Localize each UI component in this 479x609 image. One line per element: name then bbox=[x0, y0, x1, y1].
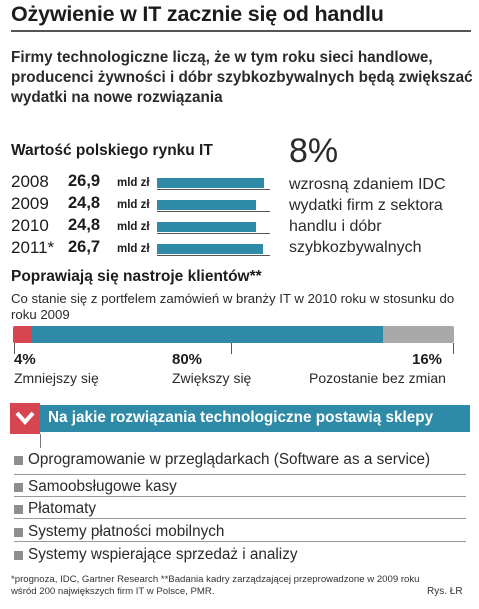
square-bullet-icon bbox=[14, 482, 23, 492]
list-item: Płatomaty bbox=[14, 500, 96, 518]
market-value: 24,8 bbox=[68, 194, 101, 212]
market-bar-track bbox=[157, 233, 270, 234]
market-bar bbox=[157, 178, 264, 188]
idc-percent: 8% bbox=[289, 132, 339, 170]
stack-segment-increase bbox=[30, 326, 384, 343]
list-divider bbox=[14, 496, 466, 497]
market-value: 26,9 bbox=[68, 172, 101, 190]
idc-note-line: handlu i dóbr bbox=[289, 218, 382, 235]
tick-unchanged bbox=[453, 343, 454, 354]
list-divider bbox=[14, 541, 466, 542]
market-value: 24,8 bbox=[68, 216, 101, 234]
market-bar bbox=[157, 200, 256, 210]
year-label: 2008 bbox=[11, 172, 49, 191]
headline-rule bbox=[11, 30, 471, 32]
market-bar-track bbox=[157, 189, 270, 190]
headline: Ożywienie w IT zacznie się od handlu bbox=[11, 2, 384, 26]
list-item-label: Płatomaty bbox=[28, 500, 97, 517]
market-bar bbox=[157, 244, 264, 254]
caption-increase: Zwiększy się bbox=[172, 370, 252, 386]
list-item-label: Samoobsługowe kasy bbox=[28, 478, 177, 495]
list-item: Systemy wspierające sprzedaż i analizy bbox=[14, 546, 298, 564]
footnote: *prognoza, IDC, Gartner Research **Badan… bbox=[11, 574, 420, 597]
banner-connector bbox=[40, 434, 41, 448]
sentiment-stacked-bar bbox=[13, 326, 454, 343]
pct-increase: 80% bbox=[172, 351, 203, 368]
list-item-label: Systemy płatności mobilnych bbox=[28, 523, 225, 540]
market-unit: mld zł bbox=[117, 177, 150, 189]
list-item: Oprogramowanie w przeglądarkach (Softwar… bbox=[14, 451, 430, 469]
chevron-down-icon bbox=[15, 411, 35, 426]
square-bullet-icon bbox=[14, 527, 23, 537]
list-item: Systemy płatności mobilnych bbox=[14, 523, 224, 541]
square-bullet-icon bbox=[14, 550, 23, 560]
market-bar-track bbox=[157, 255, 270, 256]
stack-segment-decrease bbox=[13, 326, 31, 343]
caption-decrease: Zmniejszy się bbox=[14, 370, 99, 386]
year-label: 2010 bbox=[11, 216, 49, 235]
caption-unchanged: Pozostanie bez zmian bbox=[309, 370, 446, 386]
market-value: 26,7 bbox=[68, 238, 101, 256]
subtitle: Firmy technologiczne liczą, że w tym rok… bbox=[11, 49, 473, 106]
list-divider bbox=[14, 474, 466, 475]
list-item: Samoobsługowe kasy bbox=[14, 478, 177, 496]
list-item-label: Systemy wspierające sprzedaż i analizy bbox=[28, 546, 298, 563]
square-bullet-icon bbox=[14, 504, 23, 514]
solutions-banner bbox=[10, 405, 470, 432]
idc-note-line: wydatki firm z sektora bbox=[289, 197, 443, 214]
market-unit: mld zł bbox=[117, 199, 150, 211]
solutions-marker bbox=[10, 403, 40, 434]
stack-segment-unchanged bbox=[383, 326, 454, 343]
pct-unchanged: 16% bbox=[412, 351, 443, 368]
sentiment-question: Co stanie się z portfelem zamówień w bra… bbox=[11, 291, 455, 322]
tick-increase bbox=[231, 343, 232, 354]
year-label: 2009 bbox=[11, 194, 49, 213]
market-title: Wartość polskiego rynku IT bbox=[11, 142, 213, 159]
year-label: 2011* bbox=[11, 238, 55, 257]
market-bar-track bbox=[157, 211, 270, 212]
list-item-label: Oprogramowanie w przeglądarkach (Softwar… bbox=[28, 451, 431, 468]
tick-decrease bbox=[14, 343, 15, 354]
credit: Rys. ŁR bbox=[427, 586, 463, 597]
square-bullet-icon bbox=[14, 455, 23, 465]
idc-note-line: wzrosną zdaniem IDC bbox=[289, 176, 446, 193]
solutions-title: Na jakie rozwiązania technologiczne post… bbox=[48, 409, 434, 426]
market-bar bbox=[157, 222, 256, 232]
list-divider bbox=[14, 518, 466, 519]
market-unit: mld zł bbox=[117, 221, 150, 233]
market-unit: mld zł bbox=[117, 243, 150, 255]
pct-decrease: 4% bbox=[14, 351, 36, 368]
sentiment-title: Poprawiają się nastroje klientów** bbox=[11, 268, 262, 285]
idc-note-line: szybkozbywalnych bbox=[289, 239, 422, 256]
